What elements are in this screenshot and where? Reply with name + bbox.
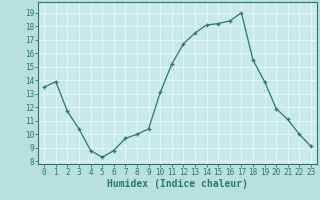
X-axis label: Humidex (Indice chaleur): Humidex (Indice chaleur) (107, 179, 248, 189)
